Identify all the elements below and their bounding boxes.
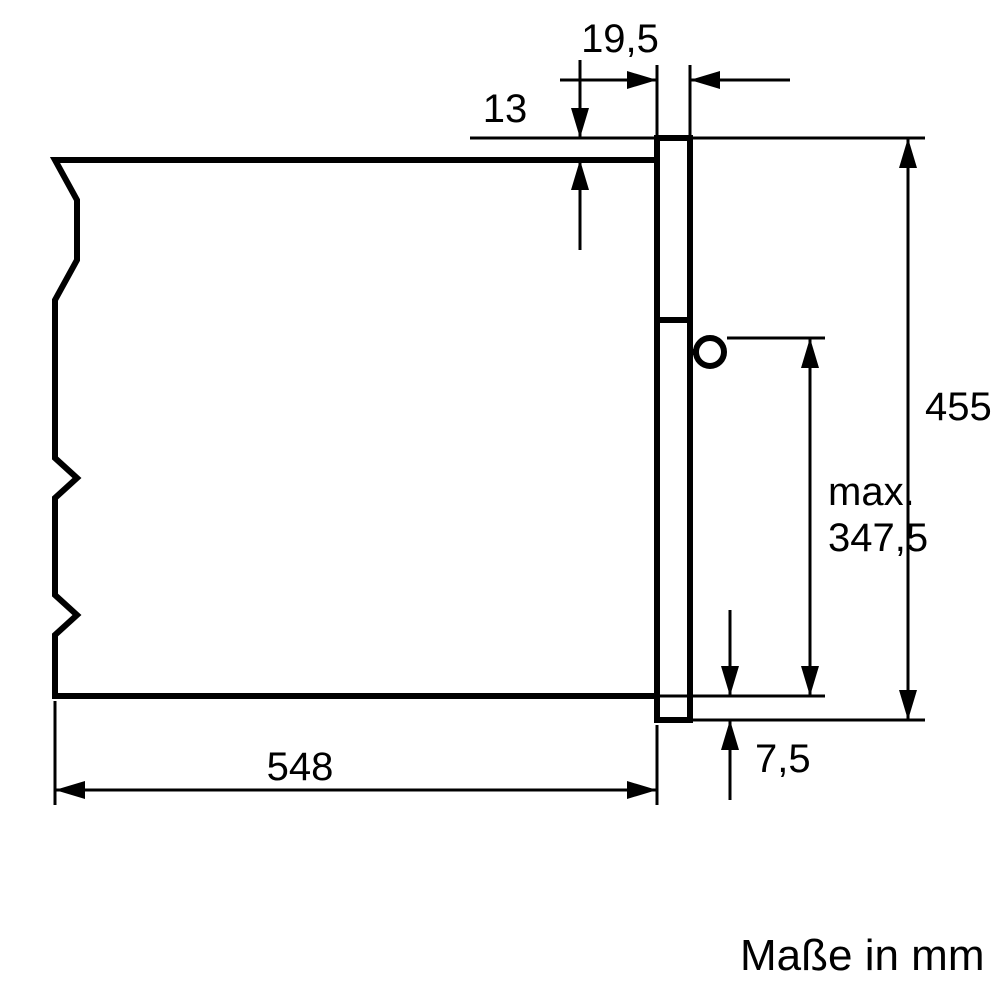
dim-13-label: 13	[483, 87, 528, 131]
dim-13: 13	[483, 60, 589, 250]
dim-7-5-label: 7,5	[755, 737, 811, 781]
dim-19-5-label: 19,5	[581, 17, 659, 61]
dim-455-label: 455	[925, 385, 992, 429]
dim-max-label-1: max.	[828, 470, 915, 514]
technical-drawing: 548 19,5 13 455max.347,5 7,5 Maße in mm	[0, 0, 996, 1000]
appliance-outline	[55, 138, 724, 720]
dim-max-label-2: 347,5	[828, 516, 928, 560]
dim-455: 455	[899, 138, 992, 720]
units-caption: Maße in mm	[740, 931, 984, 980]
dim-548-label: 548	[267, 745, 334, 789]
dim-548: 548	[55, 745, 657, 799]
dim-7-5: 7,5	[721, 610, 811, 800]
dim-19-5: 19,5	[560, 17, 790, 89]
